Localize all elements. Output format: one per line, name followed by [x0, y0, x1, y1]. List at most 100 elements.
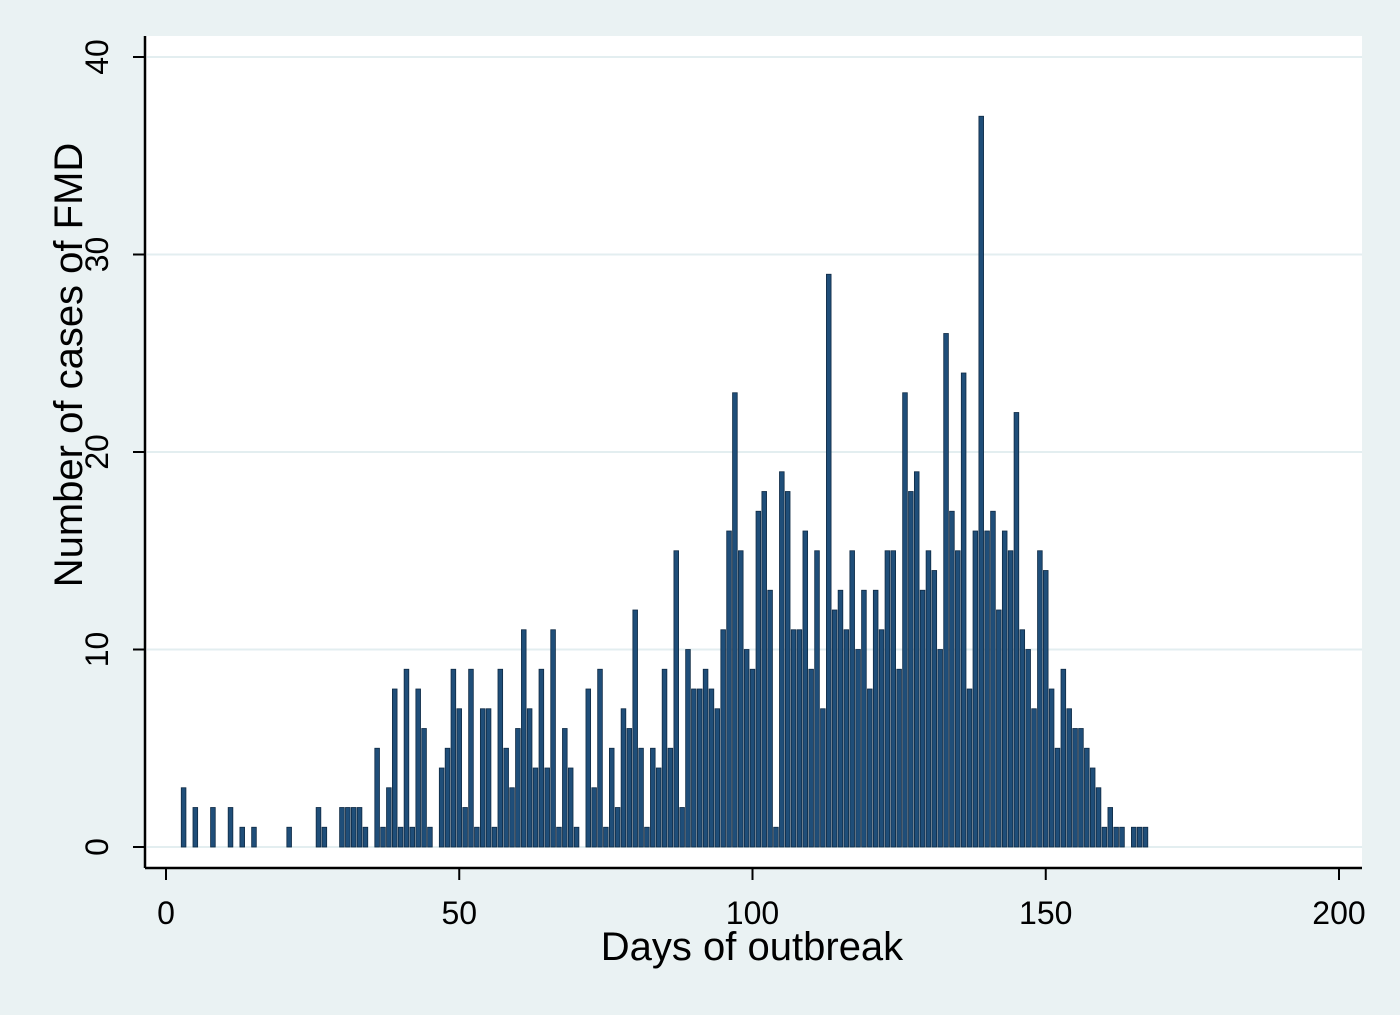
bar-day-58 [503, 747, 509, 848]
bar-day-31 [345, 807, 351, 848]
bar-day-30 [339, 807, 345, 848]
bar-day-145 [1013, 412, 1020, 848]
bar-day-118 [855, 649, 861, 848]
bar-day-86 [667, 747, 674, 848]
bar-day-83 [650, 747, 656, 848]
bar-day-104 [773, 826, 779, 848]
y-tick-label-4: 40 [79, 39, 115, 75]
bar-day-98 [738, 550, 744, 848]
bar-day-157 [1084, 747, 1090, 848]
bar-day-140 [984, 530, 990, 848]
bar-day-40 [397, 826, 404, 848]
bar-day-8 [210, 807, 216, 848]
bar-day-41 [403, 668, 410, 848]
bar-day-115 [837, 589, 844, 848]
bar-day-81 [638, 747, 644, 848]
bar-day-146 [1019, 629, 1026, 848]
bar-day-37 [380, 826, 386, 848]
bar-day-65 [544, 767, 550, 848]
bar-day-69 [567, 767, 574, 848]
bar-day-158 [1089, 767, 1096, 848]
bar-day-13 [239, 826, 245, 848]
bar-day-138 [972, 530, 979, 848]
bar-day-131 [931, 570, 938, 848]
bar-day-134 [949, 510, 955, 848]
bar-day-27 [321, 826, 328, 848]
bar-day-26 [315, 807, 322, 848]
bar-day-161 [1107, 807, 1113, 848]
bar-day-56 [491, 826, 498, 848]
bar-day-49 [450, 668, 457, 848]
bar-day-50 [456, 708, 462, 848]
bar-day-121 [872, 589, 879, 848]
bar-day-64 [538, 668, 545, 848]
bar-day-54 [479, 708, 486, 848]
bar-day-125 [896, 668, 902, 848]
bar-day-51 [462, 807, 468, 848]
bar-day-59 [509, 787, 515, 848]
bar-day-143 [1001, 530, 1008, 848]
y-tick-label-0: 0 [79, 838, 115, 856]
bar-day-151 [1048, 688, 1055, 848]
bar-day-63 [532, 767, 539, 848]
bar-day-154 [1066, 708, 1072, 848]
bar-day-43 [415, 688, 421, 848]
bar-day-148 [1031, 708, 1037, 848]
bar-day-5 [192, 807, 199, 848]
bar-day-128 [913, 471, 920, 848]
bar-day-60 [515, 728, 521, 848]
bar-day-108 [796, 629, 803, 848]
bar-day-33 [356, 807, 363, 848]
bar-day-85 [661, 668, 668, 848]
bar-day-112 [820, 708, 826, 848]
bar-day-135 [955, 550, 961, 848]
bar-day-133 [943, 333, 949, 848]
bar-day-11 [227, 807, 234, 848]
x-ticks: 0 50 100 150 200 [157, 868, 1366, 931]
bar-day-96 [726, 530, 732, 848]
bar-day-89 [685, 649, 691, 848]
bar-day-88 [679, 807, 685, 848]
bar-day-162 [1113, 826, 1119, 848]
x-tick-label-4: 200 [1312, 895, 1365, 931]
bar-day-120 [867, 688, 873, 848]
bar-day-92 [702, 668, 709, 848]
bar-day-93 [708, 688, 715, 848]
bar-day-99 [743, 649, 750, 848]
bar-day-111 [814, 550, 820, 848]
y-tick-label-1: 10 [79, 632, 115, 668]
bar-day-124 [890, 550, 896, 848]
bar-day-109 [802, 530, 809, 848]
bar-day-44 [421, 728, 427, 848]
bar-day-48 [444, 747, 451, 848]
x-tick-label-1: 50 [441, 895, 477, 931]
bar-day-102 [761, 491, 767, 848]
bar-day-3 [180, 787, 187, 848]
bar-day-126 [902, 392, 908, 848]
bar-day-61 [521, 629, 527, 848]
bar-day-127 [908, 491, 914, 848]
bar-day-103 [767, 589, 773, 848]
x-tick-label-2: 100 [726, 895, 779, 931]
bar-day-167 [1142, 826, 1149, 848]
bar-day-90 [691, 688, 697, 848]
bar-day-80 [632, 609, 638, 848]
bar-day-155 [1072, 728, 1078, 848]
bar-day-152 [1054, 747, 1061, 848]
x-tick-label-0: 0 [157, 895, 175, 931]
bar-day-113 [826, 273, 832, 848]
bar-day-52 [468, 668, 474, 848]
bar-day-107 [790, 629, 797, 848]
bar-day-62 [526, 708, 533, 848]
bar-day-156 [1078, 728, 1084, 848]
bar-day-105 [779, 471, 785, 848]
bar-day-42 [409, 826, 416, 848]
bar-day-74 [597, 668, 603, 848]
y-tick-label-2: 20 [79, 434, 115, 470]
bar-day-144 [1007, 550, 1014, 848]
bar-day-163 [1119, 826, 1125, 848]
bar-day-84 [655, 767, 662, 848]
bar-day-141 [990, 510, 996, 848]
y-ticks: 0 10 20 30 40 [79, 39, 145, 856]
